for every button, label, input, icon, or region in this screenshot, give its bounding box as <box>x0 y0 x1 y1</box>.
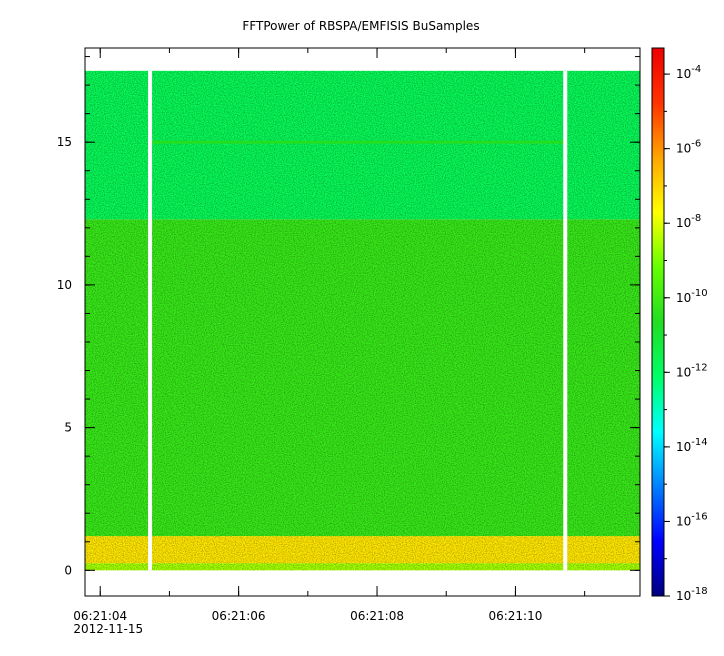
x-tick-label: 06:21:04 <box>73 609 127 623</box>
x-tick-label: 06:21:10 <box>488 609 542 623</box>
colorbar-gradient <box>651 47 665 597</box>
x-tick-sublabel: 2012-11-15 <box>73 622 143 636</box>
noise-texture <box>85 70 640 571</box>
data-gap <box>148 70 153 571</box>
y-axis: 0 5 10 15 <box>57 56 640 577</box>
x-tick-label: 06:21:06 <box>212 609 266 623</box>
colorbar-tick-label: 10-14 <box>676 437 708 454</box>
y-tick-label: 10 <box>57 278 72 292</box>
colorbar-tick-label: 10-6 <box>676 139 701 156</box>
colorbar: 10-4 10-6 10-8 10-10 10-12 10-14 10-16 10-18 <box>651 47 708 603</box>
plot-area <box>84 47 641 597</box>
colorbar-tick-label: 10-8 <box>676 213 701 230</box>
colorbar-tick-label: 10-18 <box>676 586 708 603</box>
plot-frame <box>84 47 641 597</box>
colorbar-tick-label: 10-10 <box>676 288 708 305</box>
x-tick-label: 06:21:08 <box>350 609 404 623</box>
colorbar-tick-label: 10-4 <box>676 64 701 81</box>
chart-title: FFTPower of RBSPA/EMFISIS BuSamples <box>242 19 479 33</box>
y-tick-label: 0 <box>64 563 72 577</box>
line-feature <box>150 140 566 144</box>
data-gap <box>563 70 568 571</box>
y-tick-label: 15 <box>57 135 72 149</box>
y-tick-label: 5 <box>64 421 72 435</box>
colorbar-tick-label: 10-16 <box>676 511 708 528</box>
colorbar-tick-label: 10-12 <box>676 362 708 379</box>
